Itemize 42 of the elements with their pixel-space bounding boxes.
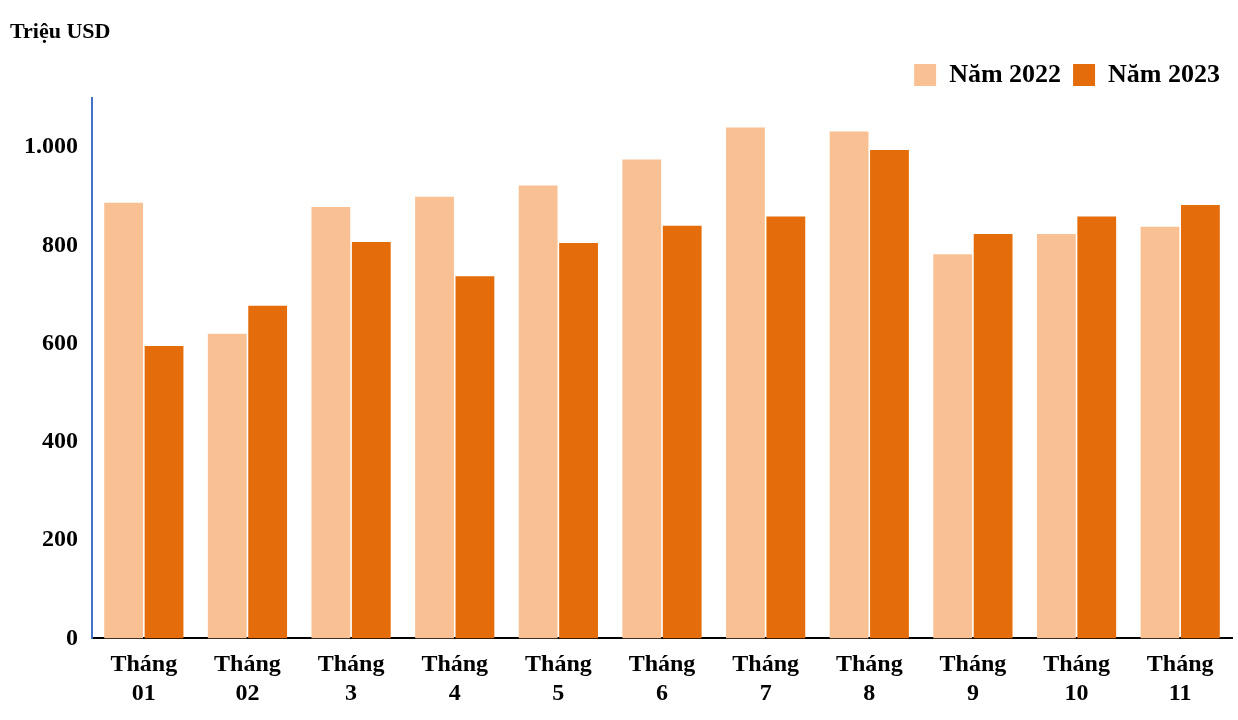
bar bbox=[311, 207, 351, 639]
x-tick-label: Tháng 4 bbox=[421, 650, 489, 705]
x-tick-label: Tháng 7 bbox=[732, 650, 799, 705]
bar bbox=[766, 216, 806, 639]
bar bbox=[455, 276, 495, 639]
bar bbox=[1036, 234, 1076, 639]
bar bbox=[207, 333, 247, 639]
x-tick-label: Tháng 11 bbox=[1146, 650, 1214, 705]
x-tick-label: Tháng 10 bbox=[1043, 650, 1110, 705]
x-tick-label: Tháng 01 bbox=[110, 650, 178, 705]
bar bbox=[104, 202, 144, 639]
bar bbox=[1140, 226, 1180, 639]
bar bbox=[351, 241, 391, 639]
bar bbox=[415, 196, 454, 639]
y-tick-label: 800 bbox=[42, 230, 78, 257]
x-tick-label: Tháng 3 bbox=[317, 650, 385, 705]
bar bbox=[1180, 205, 1220, 639]
x-tick-label: Tháng 5 bbox=[525, 650, 592, 705]
x-tick-label: Tháng 02 bbox=[214, 650, 281, 705]
bar bbox=[829, 131, 869, 639]
y-tick-label: 1.000 bbox=[24, 132, 78, 159]
bar bbox=[726, 127, 765, 639]
x-tick-label: Tháng 6 bbox=[628, 650, 696, 705]
y-axis-title: Triệu USD bbox=[10, 17, 111, 43]
bar bbox=[559, 242, 598, 639]
bar bbox=[144, 346, 184, 639]
y-tick-label: 600 bbox=[42, 328, 78, 355]
y-tick-label: 200 bbox=[42, 525, 78, 552]
bar bbox=[248, 305, 288, 639]
legend-label: Năm 2022 bbox=[949, 58, 1062, 88]
bar bbox=[973, 234, 1013, 639]
bar bbox=[518, 185, 558, 639]
x-tick-label: Tháng 9 bbox=[939, 650, 1007, 705]
x-tick-label: Tháng 8 bbox=[835, 650, 903, 705]
y-tick-label: 400 bbox=[42, 427, 78, 454]
bar bbox=[870, 150, 909, 639]
legend-label: Năm 2023 bbox=[1108, 58, 1220, 88]
y-tick-label: 0 bbox=[66, 623, 78, 650]
bar bbox=[933, 254, 973, 639]
bar bbox=[622, 159, 662, 639]
bar bbox=[1077, 216, 1117, 639]
bar bbox=[662, 225, 702, 639]
